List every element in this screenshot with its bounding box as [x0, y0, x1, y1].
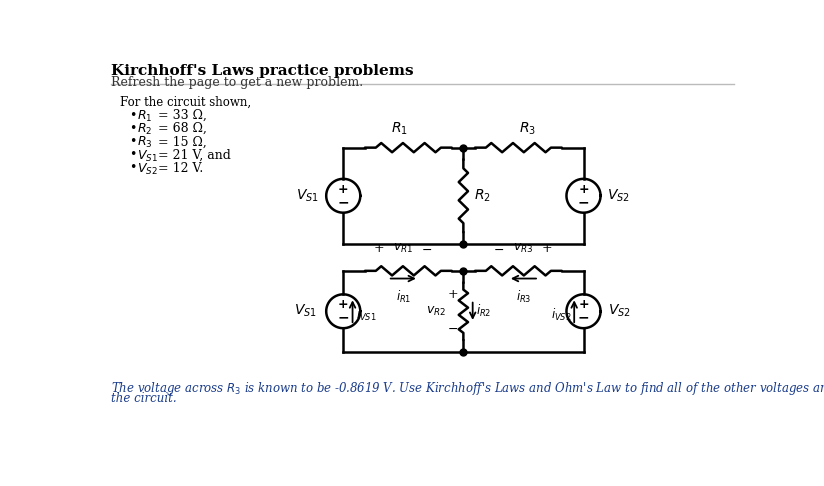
Text: = 33 Ω,: = 33 Ω,	[154, 109, 207, 122]
Text: •: •	[129, 161, 137, 174]
Text: $i_{R1}$: $i_{R1}$	[396, 289, 411, 305]
Text: $V_{S1}$: $V_{S1}$	[296, 188, 318, 204]
Text: $R_1$: $R_1$	[137, 109, 152, 124]
Text: $v_{R1}$: $v_{R1}$	[393, 243, 414, 256]
Text: +: +	[578, 183, 589, 196]
Text: Refresh the page to get a new problem.: Refresh the page to get a new problem.	[110, 76, 363, 89]
Text: = 12 V.: = 12 V.	[154, 161, 204, 174]
Text: •: •	[129, 122, 137, 135]
Text: •: •	[129, 135, 137, 148]
Text: $v_{R3}$: $v_{R3}$	[513, 243, 534, 256]
Text: $i_{R3}$: $i_{R3}$	[516, 289, 531, 305]
Text: = 21 V, and: = 21 V, and	[154, 148, 231, 161]
Text: $v_{R2}$: $v_{R2}$	[426, 305, 447, 318]
Text: +: +	[338, 183, 349, 196]
Text: $R_3$: $R_3$	[519, 121, 536, 137]
Text: $R_3$: $R_3$	[137, 135, 152, 151]
Text: the circuit.: the circuit.	[110, 392, 176, 405]
Text: $V_{S1}$: $V_{S1}$	[294, 303, 317, 319]
Text: $R_2$: $R_2$	[475, 188, 491, 204]
Text: •: •	[129, 148, 137, 161]
Text: $V_{S2}$: $V_{S2}$	[137, 161, 158, 176]
Text: $R_1$: $R_1$	[391, 121, 408, 137]
Text: −: −	[578, 195, 589, 209]
Text: $-$: $-$	[493, 243, 504, 256]
Text: Kirchhoff's Laws practice problems: Kirchhoff's Laws practice problems	[110, 65, 414, 78]
Text: −: −	[338, 195, 349, 209]
Text: = 68 Ω,: = 68 Ω,	[154, 122, 207, 135]
Text: = 15 Ω,: = 15 Ω,	[154, 135, 207, 148]
Text: $R_2$: $R_2$	[137, 122, 152, 138]
Text: $i_{VS2}$: $i_{VS2}$	[550, 307, 571, 323]
Text: $V_{S1}$: $V_{S1}$	[137, 148, 158, 163]
Text: $V_{S2}$: $V_{S2}$	[608, 303, 631, 319]
Text: The voltage across $R_3$ is known to be -0.8619 V. Use Kirchhoff's Laws and Ohm': The voltage across $R_3$ is known to be …	[110, 380, 824, 397]
Text: •: •	[129, 109, 137, 122]
Text: $i_{R2}$: $i_{R2}$	[475, 303, 491, 319]
Text: −: −	[338, 311, 349, 325]
Text: For the circuit shown,: For the circuit shown,	[120, 95, 251, 108]
Text: +: +	[541, 243, 552, 256]
Text: $-$: $-$	[421, 243, 432, 256]
Text: −: −	[578, 311, 589, 325]
Text: +: +	[338, 298, 349, 312]
Text: +: +	[447, 288, 458, 301]
Text: $i_{VS1}$: $i_{VS1}$	[356, 307, 377, 323]
Text: +: +	[578, 298, 589, 312]
Text: $-$: $-$	[447, 322, 458, 335]
Text: $V_{S2}$: $V_{S2}$	[606, 188, 630, 204]
Text: +: +	[373, 243, 384, 256]
